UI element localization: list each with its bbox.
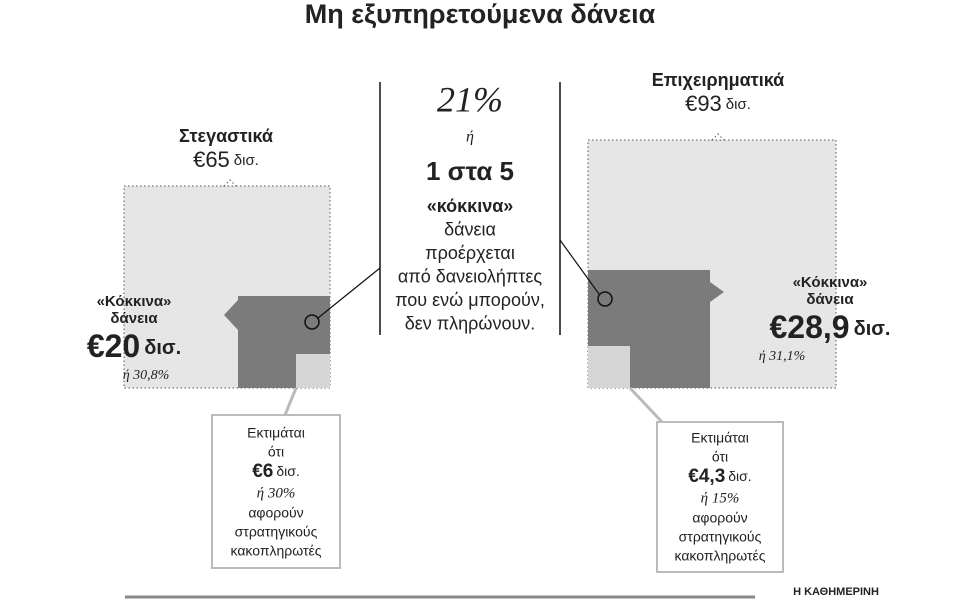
callout-line bbox=[283, 387, 298, 416]
pointer-dot bbox=[597, 291, 613, 307]
callout-amount: €6 δισ. bbox=[252, 461, 300, 482]
amount: €20 bbox=[87, 328, 140, 364]
panel-total: €93 δισ. bbox=[685, 91, 751, 116]
notch bbox=[222, 179, 238, 187]
panel-total: €65 δισ. bbox=[193, 147, 259, 172]
red-amount: €28,9 δισ. bbox=[769, 309, 890, 345]
center-line: δάνεια bbox=[444, 219, 496, 239]
title: Μη εξυπηρετούμενα δάνεια bbox=[305, 0, 656, 29]
unit: δισ. bbox=[276, 463, 299, 479]
pointer-line bbox=[317, 267, 381, 319]
strategic-box bbox=[296, 354, 330, 388]
unit: δισ. bbox=[144, 337, 181, 359]
red-label: δάνεια bbox=[806, 291, 854, 308]
footer: Η ΚΑΘΗΜΕΡΙΝΗ bbox=[793, 586, 879, 598]
callout-share: ή 30% bbox=[257, 485, 296, 501]
callout-box bbox=[656, 421, 784, 573]
red-label: «Κόκκινα» bbox=[793, 274, 868, 291]
red-share: ή 30,8% bbox=[123, 368, 170, 383]
red-share: ή 31,1% bbox=[759, 349, 806, 364]
center-line: «κόκκινα» bbox=[427, 196, 514, 216]
callout-text: αφορούν bbox=[248, 505, 303, 521]
amount: €4,3 bbox=[688, 466, 725, 487]
center-line: προέρχεται bbox=[425, 243, 515, 263]
callout-text: αφορούν bbox=[692, 510, 747, 526]
callout-amount: €4,3 δισ. bbox=[688, 466, 751, 487]
pointer-line bbox=[559, 239, 600, 295]
amount: €28,9 bbox=[769, 309, 849, 345]
callout-line bbox=[628, 386, 664, 424]
amount: €6 bbox=[252, 461, 273, 482]
or: ή bbox=[466, 129, 474, 146]
red-label: «Κόκκινα» bbox=[97, 293, 172, 310]
ratio: 1 στα 5 bbox=[426, 156, 514, 186]
center-line: δεν πληρώνουν. bbox=[405, 313, 536, 333]
notch bbox=[710, 133, 726, 141]
callout-text: κακοπληρωτές bbox=[675, 548, 766, 564]
amount: €65 bbox=[193, 147, 230, 172]
center-line: από δανειολήπτες bbox=[398, 266, 543, 286]
callout-box bbox=[211, 414, 341, 569]
callout-text: Εκτιμάται bbox=[247, 425, 305, 441]
red-amount: €20 δισ. bbox=[87, 328, 181, 364]
callout-text: Εκτιμάται bbox=[691, 430, 749, 446]
callout-text: κακοπληρωτές bbox=[231, 543, 322, 559]
callout-share: ή 15% bbox=[701, 490, 740, 506]
callout-text: στρατηγικούς bbox=[679, 529, 762, 545]
pointer-dot bbox=[304, 314, 320, 330]
unit: δισ. bbox=[854, 318, 891, 340]
panel-label: Επιχειρηματικά bbox=[652, 70, 784, 90]
strategic-box bbox=[588, 346, 630, 388]
red-label: δάνεια bbox=[110, 310, 158, 327]
unit: δισ. bbox=[234, 152, 259, 169]
unit: δισ. bbox=[726, 96, 751, 113]
percent: 21% bbox=[437, 79, 503, 119]
amount: €93 bbox=[685, 91, 722, 116]
callout-text: ότι bbox=[268, 444, 284, 460]
unit: δισ. bbox=[728, 468, 751, 484]
panel-label: Στεγαστικά bbox=[179, 126, 273, 146]
callout-text: στρατηγικούς bbox=[235, 524, 318, 540]
callout-text: ότι bbox=[712, 449, 728, 465]
center-line: που ενώ μπορούν, bbox=[395, 290, 545, 310]
